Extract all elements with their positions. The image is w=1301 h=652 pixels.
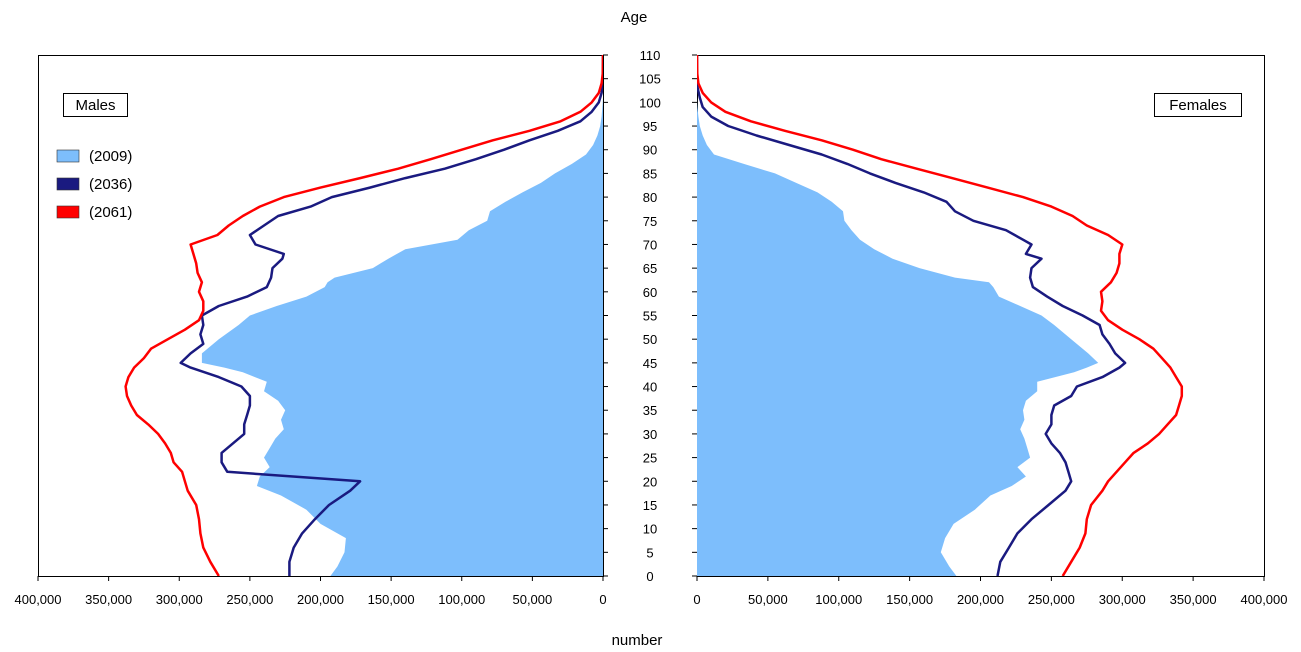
- x-tick-label: 400,000: [15, 592, 62, 607]
- x-tick-label: 300,000: [156, 592, 203, 607]
- age-tick-label: 110: [640, 48, 661, 63]
- x-tick-label: 200,000: [297, 592, 344, 607]
- series-2009-females-area: [697, 55, 1099, 576]
- age-tick-label: 105: [639, 72, 661, 87]
- x-tick-label: 350,000: [1170, 592, 1217, 607]
- legend-swatch: [56, 149, 80, 163]
- age-axis-title: Age: [621, 9, 648, 26]
- age-tick-label: 5: [646, 545, 653, 560]
- legend: (2009) (2036) (2061): [56, 148, 132, 221]
- males-label: Males: [75, 97, 115, 114]
- age-tick-label: 10: [643, 522, 657, 537]
- age-tick-label: 40: [643, 380, 657, 395]
- age-tick-label: 20: [643, 474, 657, 489]
- age-tick-label: 70: [643, 237, 657, 252]
- x-tick-label: 100,000: [815, 592, 862, 607]
- x-tick-label: 50,000: [512, 592, 552, 607]
- x-tick-label: 150,000: [368, 592, 415, 607]
- x-tick-label: 0: [693, 592, 700, 607]
- age-tick-label: 95: [643, 119, 657, 134]
- age-tick-label: 60: [643, 285, 657, 300]
- series-2009-males-area: [201, 55, 603, 576]
- males-panel-label: Males: [63, 93, 128, 117]
- age-tick-label: 80: [643, 190, 657, 205]
- age-tick-label: 90: [643, 143, 657, 158]
- x-tick-label: 350,000: [85, 592, 132, 607]
- series-2036-males-line: [179, 55, 603, 576]
- age-tick-label: 30: [643, 427, 657, 442]
- females-label: Females: [1169, 97, 1227, 114]
- series-2061-males-line: [124, 55, 603, 576]
- age-tick-label: 50: [643, 332, 657, 347]
- age-axis: 0 5 10 15 20 25 30 35 40 45 50 55 60 65 70 75 80 85 90 95 10…: [603, 48, 697, 584]
- legend-label: (2061): [89, 204, 132, 221]
- x-tick-label: 400,000: [1241, 592, 1288, 607]
- age-tick-label: 75: [643, 214, 657, 229]
- x-tick-label: 250,000: [226, 592, 273, 607]
- x-tick-label: 0: [599, 592, 606, 607]
- age-tick-label: 100: [639, 95, 661, 110]
- age-tick-label: 45: [643, 356, 657, 371]
- age-tick-label: 35: [643, 403, 657, 418]
- legend-swatch: [56, 205, 80, 219]
- legend-label: (2009): [89, 148, 132, 165]
- x-tick-label: 100,000: [438, 592, 485, 607]
- age-tick-label: 55: [643, 309, 657, 324]
- x-tick-label: 50,000: [748, 592, 788, 607]
- age-tick-label: 65: [643, 261, 657, 276]
- age-tick-label: 85: [643, 166, 657, 181]
- x-axis-title: number: [612, 632, 663, 649]
- legend-label: (2036): [89, 176, 132, 193]
- males-panel: 400,000 350,000 300,000 250,000 200,000 150,0…: [15, 55, 607, 607]
- age-tick-label: 25: [643, 451, 657, 466]
- x-tick-label: 150,000: [886, 592, 933, 607]
- x-tick-label: 300,000: [1099, 592, 1146, 607]
- females-panel-label: Females: [1154, 93, 1242, 117]
- x-tick-label: 200,000: [957, 592, 1004, 607]
- age-tick-label: 15: [643, 498, 657, 513]
- legend-swatch: [56, 177, 80, 191]
- females-panel: 0 50,000 100,000 150,000 200,000 250,000 300,0…: [693, 55, 1288, 607]
- series-2061-females-line: [697, 55, 1184, 576]
- age-tick-label: 0: [646, 569, 653, 584]
- series-2036-females-line: [697, 55, 1127, 576]
- x-tick-label: 250,000: [1028, 592, 1075, 607]
